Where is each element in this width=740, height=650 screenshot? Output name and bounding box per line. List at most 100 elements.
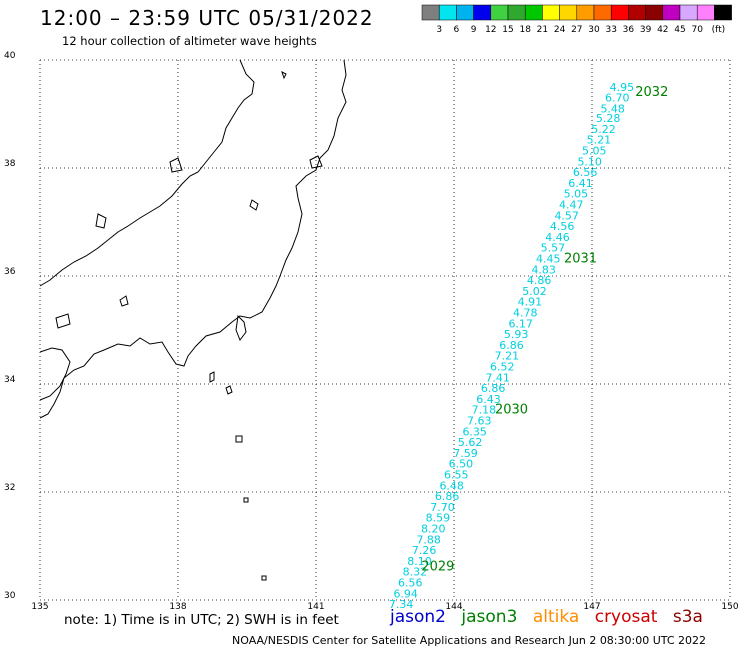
wave-height-value: 5.57 — [541, 242, 566, 255]
wave-height-value: 5.62 — [458, 436, 483, 449]
units-note: note: 1) Time is in UTC; 2) SWH is in fe… — [64, 612, 339, 628]
wave-height-value: 6.86 — [499, 339, 524, 352]
legend-unit: (ft) — [712, 25, 726, 35]
wave-height-value: 5.02 — [522, 285, 547, 298]
satellite-legend: jason2 jason3 altika cryosat s3a — [390, 607, 713, 627]
wave-height-value: 6.56 — [398, 577, 423, 590]
lat-tick-label: 34 — [4, 375, 16, 385]
legend-label: 3 — [436, 25, 442, 35]
wave-height-value: 6.94 — [393, 587, 418, 600]
wave-height-value: 5.93 — [504, 328, 529, 341]
lon-tick-label: 141 — [307, 602, 324, 610]
wave-height-value: 6.48 — [439, 479, 464, 492]
lon-tick-label: 138 — [169, 602, 186, 610]
wave-height-value: 5.05 — [564, 188, 589, 201]
lat-tick-label: 36 — [4, 267, 16, 277]
lat-lon-grid: 135 138 141 144 147 150 40 38 36 34 32 30 — [4, 51, 739, 610]
wave-height-value: 7.59 — [453, 447, 478, 460]
pass-time-labels: 20322031203020292028 — [421, 85, 668, 574]
legend-label: 12 — [485, 25, 496, 35]
legend-label: 39 — [640, 25, 652, 35]
wave-height-value: 6.52 — [490, 361, 515, 374]
wave-height-value: 5.48 — [600, 102, 625, 115]
wave-height-value: 7.34 — [389, 598, 414, 610]
map-subtitle: 12 hour collection of altimeter wave hei… — [62, 34, 317, 48]
satellite-s3a: s3a — [672, 607, 703, 627]
wave-height-value: 5.10 — [577, 155, 602, 168]
pass-time-label: 2030 — [495, 403, 528, 418]
lon-tick-label: 147 — [583, 602, 600, 610]
wave-height-value: 4.91 — [518, 296, 543, 309]
wave-height-value: 4.95 — [610, 81, 635, 94]
satellite-jason3: jason3 — [461, 607, 518, 627]
color-legend: 3 6 9 12 15 18 21 24 27 30 33 36 39 42 45 70 (ft) — [421, 4, 732, 35]
legend-label: 30 — [588, 25, 600, 35]
wave-height-value: 6.55 — [444, 469, 469, 482]
wave-height-value: 6.70 — [605, 92, 630, 105]
wave-height-value: 6.56 — [573, 166, 598, 179]
wave-height-value: 5.28 — [596, 112, 621, 125]
satellite-altika: altika — [532, 607, 580, 627]
wave-height-value: 8.10 — [407, 555, 432, 568]
wave-height-value: 6.86 — [481, 382, 506, 395]
wave-height-value: 7.31 — [384, 609, 409, 610]
wave-height-value: 8.20 — [421, 523, 446, 536]
legend-label: 21 — [537, 25, 548, 35]
wave-height-value: 6.50 — [449, 458, 474, 471]
legend-label: 45 — [674, 25, 685, 35]
wave-height-labels: 4.956.705.485.285.225.215.055.106.566.41… — [384, 81, 635, 610]
wave-height-value: 6.17 — [508, 317, 533, 330]
legend-label: 15 — [502, 25, 513, 35]
wave-height-value: 4.78 — [513, 307, 538, 320]
wave-height-value: 7.18 — [472, 404, 497, 417]
wave-height-value: 7.63 — [467, 415, 492, 428]
wave-height-value: 4.45 — [536, 253, 561, 266]
wave-height-value: 7.70 — [430, 501, 455, 514]
satellite-jason2: jason2 — [390, 607, 446, 627]
lon-tick-label: 135 — [31, 602, 48, 610]
lat-tick-label: 40 — [4, 51, 16, 61]
legend-label: 36 — [623, 25, 635, 35]
wave-height-value: 6.86 — [435, 490, 460, 503]
wave-height-value: 4.86 — [527, 274, 552, 287]
credit-line: NOAA/NESDIS Center for Satellite Applica… — [232, 634, 707, 647]
wave-height-value: 5.05 — [582, 145, 607, 158]
wave-height-value: 8.32 — [403, 566, 428, 579]
legend-label: 70 — [691, 25, 703, 35]
wave-height-value: 5.21 — [587, 134, 612, 147]
legend-label: 33 — [605, 25, 616, 35]
lat-tick-label: 38 — [4, 159, 16, 169]
legend-label: 6 — [454, 25, 460, 35]
wave-height-value: 7.26 — [412, 544, 437, 557]
wave-height-value: 4.56 — [550, 220, 575, 233]
wave-height-value: 7.21 — [495, 350, 520, 363]
wave-height-value: 8.59 — [426, 512, 451, 525]
satellite-cryosat: cryosat — [594, 607, 658, 627]
map-title: 12:00 – 23:59 UTC 05/31/2022 — [40, 6, 374, 30]
map-frame — [40, 60, 730, 600]
legend-label: 9 — [471, 25, 477, 35]
pass-time-label: 2032 — [635, 85, 668, 100]
wave-height-value: 5.22 — [591, 123, 616, 136]
japan-coastline — [39, 59, 347, 581]
legend-label: 27 — [571, 25, 582, 35]
wave-height-value: 4.46 — [545, 231, 570, 244]
pass-time-label: 2031 — [564, 252, 597, 267]
wave-height-value: 4.47 — [559, 199, 584, 212]
wave-height-value: 4.83 — [531, 263, 556, 276]
wave-height-value: 7.88 — [416, 533, 441, 546]
legend-label: 24 — [554, 25, 566, 35]
lat-tick-label: 30 — [4, 591, 16, 601]
wave-height-value: 4.57 — [554, 209, 579, 222]
legend-label: 42 — [657, 25, 668, 35]
legend-swatch — [714, 4, 732, 21]
wave-height-value: 7.41 — [485, 371, 510, 384]
wave-height-value: 6.35 — [462, 425, 487, 438]
lon-tick-label: 144 — [445, 602, 462, 610]
legend-label: 18 — [519, 25, 531, 35]
wave-height-value: 6.41 — [568, 177, 593, 190]
lon-tick-label: 150 — [721, 602, 738, 610]
lat-tick-label: 32 — [4, 483, 15, 493]
pass-time-label: 2029 — [421, 559, 454, 574]
